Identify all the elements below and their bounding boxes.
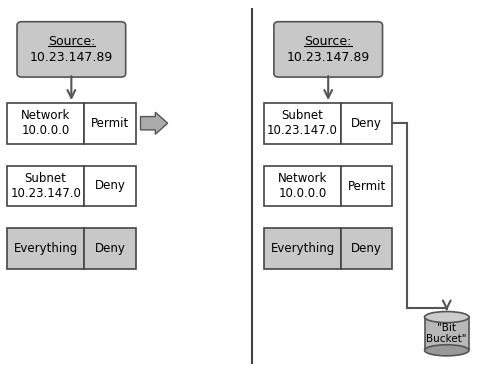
Text: Everything: Everything — [14, 242, 78, 255]
Bar — [264, 228, 341, 269]
Text: Source:: Source: — [48, 35, 95, 48]
Bar — [341, 228, 392, 269]
Text: Deny: Deny — [352, 117, 382, 130]
Bar — [264, 103, 341, 144]
Text: Permit: Permit — [90, 117, 129, 130]
Bar — [7, 103, 84, 144]
Text: Subnet
10.23.147.0: Subnet 10.23.147.0 — [10, 172, 81, 200]
Bar — [7, 166, 84, 206]
Ellipse shape — [424, 311, 469, 323]
Text: Network
10.0.0.0: Network 10.0.0.0 — [21, 109, 70, 137]
Bar — [424, 317, 469, 350]
FancyBboxPatch shape — [17, 22, 126, 77]
FancyBboxPatch shape — [274, 22, 382, 77]
Bar — [264, 166, 341, 206]
Ellipse shape — [424, 345, 469, 356]
Bar — [84, 166, 136, 206]
Bar — [7, 228, 84, 269]
Text: Network
10.0.0.0: Network 10.0.0.0 — [278, 172, 327, 200]
Bar — [84, 103, 136, 144]
Text: "Bit
Bucket": "Bit Bucket" — [426, 323, 467, 344]
Bar — [341, 103, 392, 144]
Text: Source:: Source: — [304, 35, 352, 48]
Polygon shape — [140, 112, 168, 134]
Bar — [341, 166, 392, 206]
Text: Deny: Deny — [94, 180, 126, 192]
Text: Permit: Permit — [348, 180, 386, 192]
Text: Deny: Deny — [94, 242, 126, 255]
Text: 10.23.147.89: 10.23.147.89 — [30, 51, 113, 64]
Text: Subnet
10.23.147.0: Subnet 10.23.147.0 — [267, 109, 338, 137]
Bar — [84, 228, 136, 269]
Text: Deny: Deny — [352, 242, 382, 255]
Text: 10.23.147.89: 10.23.147.89 — [286, 51, 370, 64]
Text: Everything: Everything — [270, 242, 334, 255]
